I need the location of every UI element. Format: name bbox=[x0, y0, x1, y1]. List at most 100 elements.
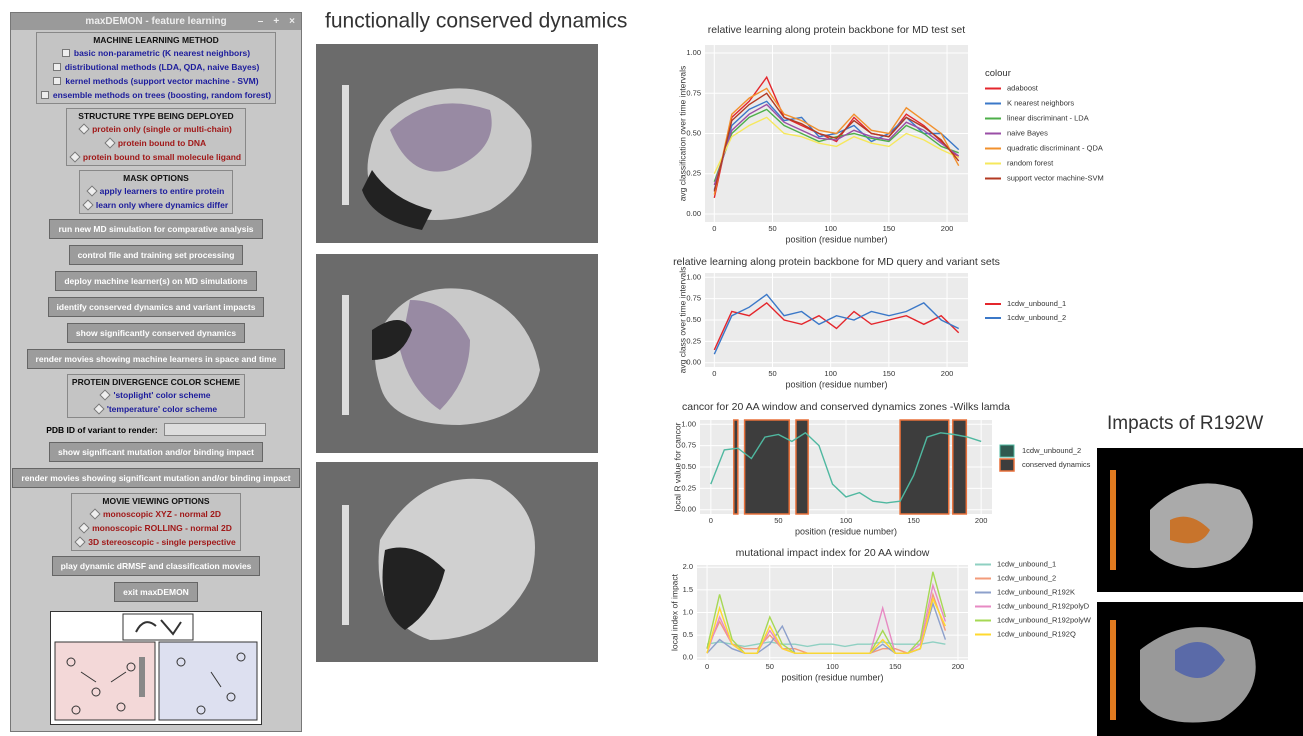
legend-label: 1cdw_unbound_1 bbox=[1007, 299, 1066, 308]
x-tick-label: 0 bbox=[712, 369, 716, 378]
option[interactable]: 3D stereoscopic - single perspective bbox=[74, 536, 236, 548]
radio-button[interactable] bbox=[99, 389, 112, 401]
legend-swatch bbox=[999, 444, 1015, 458]
impact-render bbox=[1097, 602, 1303, 736]
maximize[interactable]: + bbox=[273, 16, 280, 27]
checkbox[interactable] bbox=[52, 63, 61, 71]
impacts-title: Impacts of R192W bbox=[1107, 413, 1263, 434]
text-input[interactable] bbox=[163, 423, 266, 436]
option-label: protein bound to DNA bbox=[117, 138, 207, 148]
x-tick-label: 100 bbox=[824, 369, 837, 378]
option[interactable]: distributional methods (LDA, QDA, naive … bbox=[52, 62, 260, 72]
x-tick-label: 50 bbox=[774, 516, 782, 525]
legend-label: 1cdw_unbound_2 bbox=[997, 573, 1056, 582]
middle-title: functionally conserved dynamics bbox=[325, 10, 627, 33]
y-tick-label: 1.00 bbox=[686, 48, 701, 57]
radio-button[interactable] bbox=[69, 151, 81, 163]
option-label: learn only where dynamics differ bbox=[95, 200, 229, 210]
group-heading: STRUCTURE TYPE BEING DEPLOYED bbox=[78, 111, 234, 121]
option-label: monoscopic ROLLING - normal 2D bbox=[92, 523, 232, 533]
y-tick-label: 0.50 bbox=[681, 462, 696, 471]
legend-label: K nearest neighbors bbox=[1007, 98, 1074, 107]
option-label: kernel methods (support vector machine -… bbox=[65, 76, 259, 86]
option[interactable]: apply learners to entire protein bbox=[85, 185, 224, 197]
radio-button[interactable] bbox=[82, 199, 94, 211]
option[interactable]: ensemble methods on trees (boosting, ran… bbox=[40, 90, 271, 100]
button[interactable]: play dynamic dRMSF and classification mo… bbox=[51, 556, 261, 576]
y-tick-label: 0.5 bbox=[683, 630, 693, 639]
option-label: basic non-parametric (K nearest neighbor… bbox=[73, 48, 251, 58]
series-line bbox=[710, 431, 982, 504]
panel-body: MACHINE LEARNING METHOD basic non-paramet… bbox=[12, 30, 300, 605]
x-tick-label: 0 bbox=[709, 516, 713, 525]
x-tick-label: 50 bbox=[768, 369, 776, 378]
option[interactable]: monoscopic XYZ - normal 2D bbox=[89, 508, 221, 520]
legend-label: adaboost bbox=[1007, 83, 1039, 92]
control-panel: maxDEMON - feature learning – + × MACHIN… bbox=[10, 12, 302, 732]
legend-label: conserved dynamics bbox=[1022, 460, 1091, 469]
y-tick-label: 0.50 bbox=[686, 315, 701, 324]
option[interactable]: kernel methods (support vector machine -… bbox=[53, 76, 259, 86]
plot-background bbox=[705, 273, 968, 367]
legend-label: 1cdw_unbound_R192polyD bbox=[997, 601, 1090, 610]
zone bbox=[733, 419, 739, 515]
protein-render bbox=[316, 44, 598, 243]
x-tick-label: 100 bbox=[826, 662, 839, 671]
option[interactable]: basic non-parametric (K nearest neighbor… bbox=[61, 48, 251, 58]
x-tick-label: 100 bbox=[824, 224, 837, 233]
radio-button[interactable] bbox=[89, 508, 101, 520]
minimize[interactable]: – bbox=[257, 16, 264, 27]
checkbox[interactable] bbox=[53, 77, 62, 85]
x-tick-label: 200 bbox=[975, 516, 988, 525]
checkbox[interactable] bbox=[61, 49, 70, 57]
button[interactable]: render movies showing machine learners i… bbox=[26, 349, 286, 369]
group-heading: MASK OPTIONS bbox=[123, 173, 189, 183]
option[interactable]: learn only where dynamics differ bbox=[82, 199, 229, 211]
x-tick-label: 150 bbox=[889, 662, 902, 671]
field-label: PDB ID of variant to render: bbox=[46, 424, 158, 435]
close[interactable]: × bbox=[289, 16, 295, 27]
input-row: PDB ID of variant to render: bbox=[46, 423, 266, 436]
button[interactable]: render movies showing significant mutati… bbox=[12, 468, 300, 488]
option[interactable]: 'temperature' color scheme bbox=[93, 403, 217, 415]
option[interactable]: protein bound to small molecule ligand bbox=[69, 151, 242, 163]
checkbox[interactable] bbox=[40, 91, 49, 99]
option-group: STRUCTURE TYPE BEING DEPLOYED protein onl… bbox=[65, 108, 247, 166]
legend-label: linear discriminant - LDA bbox=[1007, 113, 1089, 122]
y-tick-label: 0.00 bbox=[686, 358, 701, 367]
legend-swatch bbox=[999, 458, 1015, 472]
plot-background bbox=[705, 45, 968, 222]
y-axis-label: avg class over time intervals bbox=[677, 267, 687, 374]
plot-background bbox=[697, 565, 968, 660]
button[interactable]: show significantly conserved dynamics bbox=[66, 323, 246, 343]
button[interactable]: identify conserved dynamics and variant … bbox=[47, 297, 265, 317]
x-tick-label: 150 bbox=[907, 516, 920, 525]
radio-button[interactable] bbox=[78, 522, 90, 534]
option[interactable]: monoscopic ROLLING - normal 2D bbox=[78, 522, 232, 534]
y-tick-label: 0.0 bbox=[683, 653, 693, 662]
radio-button[interactable] bbox=[93, 403, 105, 415]
y-tick-label: 0.00 bbox=[686, 209, 701, 218]
series-line bbox=[706, 571, 947, 654]
option-label: distributional methods (LDA, QDA, naive … bbox=[64, 62, 260, 72]
radio-button[interactable] bbox=[104, 137, 116, 149]
series-line bbox=[713, 87, 960, 195]
option-label: protein bound to small molecule ligand bbox=[82, 152, 242, 162]
y-axis-label: local index of impact bbox=[669, 573, 679, 651]
button[interactable]: exit maxDEMON bbox=[114, 582, 198, 602]
legend-title: colour bbox=[985, 68, 1011, 79]
x-tick-label: 150 bbox=[883, 224, 896, 233]
option[interactable]: protein only (single or multi-chain) bbox=[78, 123, 232, 135]
series-line bbox=[713, 92, 960, 192]
button[interactable]: control file and training set processing bbox=[68, 245, 244, 265]
button[interactable]: run new MD simulation for comparative an… bbox=[49, 219, 263, 239]
chart-title: relative learning along protein backbone… bbox=[673, 256, 1000, 268]
button[interactable]: show significant mutation and/or binding… bbox=[49, 442, 263, 462]
option[interactable]: protein bound to DNA bbox=[104, 137, 207, 149]
option[interactable]: 'stoplight' color scheme bbox=[99, 389, 211, 401]
radio-button[interactable] bbox=[74, 536, 86, 548]
radio-button[interactable] bbox=[85, 185, 98, 197]
radio-button[interactable] bbox=[78, 123, 90, 135]
series-line bbox=[713, 75, 960, 199]
button[interactable]: deploy machine learner(s) on MD simulati… bbox=[55, 271, 257, 291]
